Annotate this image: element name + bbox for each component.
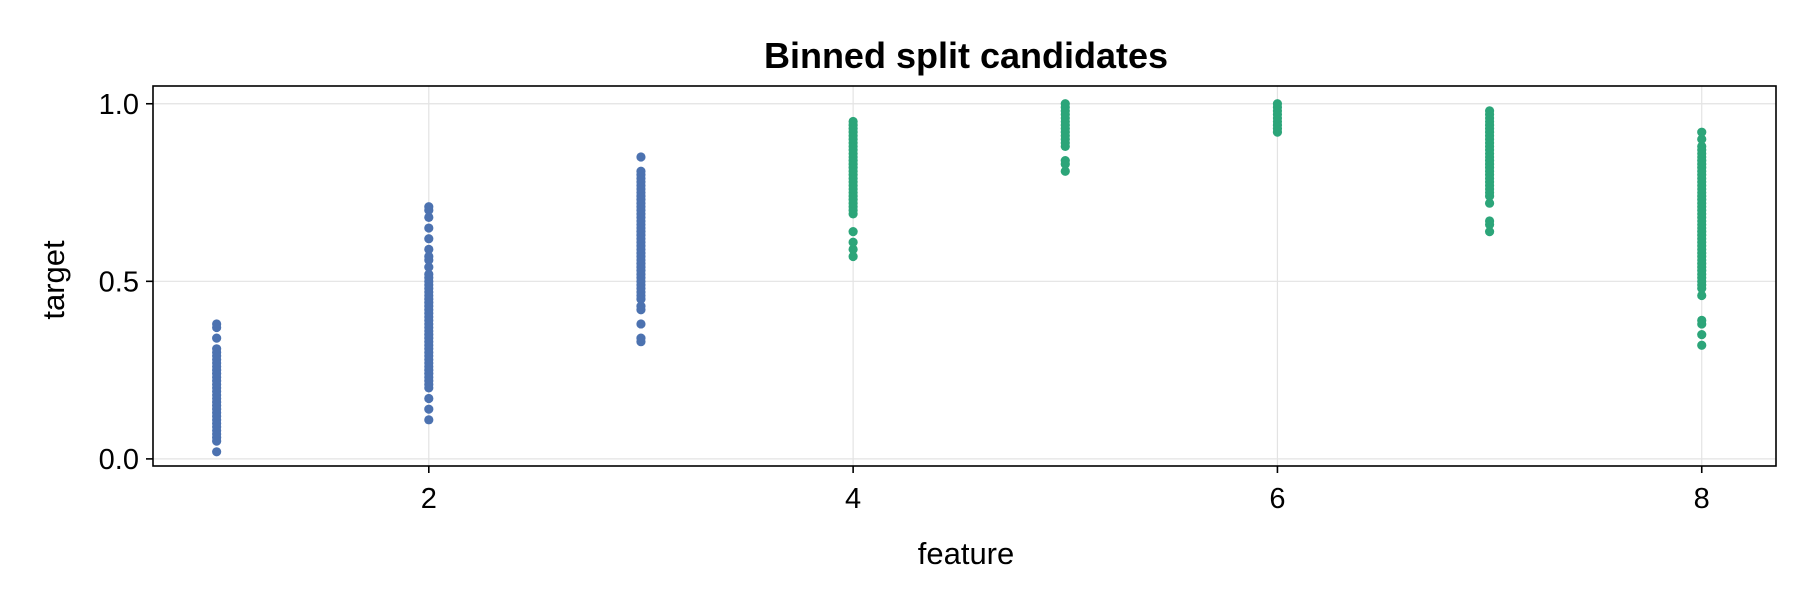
data-point xyxy=(1697,134,1707,144)
data-point xyxy=(1697,141,1707,151)
y-tick-label: 0.5 xyxy=(99,266,139,298)
x-tick-label: 2 xyxy=(421,483,437,515)
data-point xyxy=(1697,290,1707,301)
data-point xyxy=(1484,216,1495,226)
data-point xyxy=(848,251,858,262)
y-axis-ticks: 0.0 0.5 1.0 xyxy=(99,89,153,476)
data-point xyxy=(1697,340,1707,350)
data-point xyxy=(424,244,434,254)
data-point xyxy=(1484,198,1495,208)
y-tick-label: 0.0 xyxy=(99,444,139,476)
data-point xyxy=(1484,106,1495,116)
data-point xyxy=(424,415,434,425)
data-point xyxy=(424,269,434,279)
data-point xyxy=(848,244,858,254)
x-axis-label: feature xyxy=(918,536,1015,571)
grid-lines xyxy=(153,86,1776,466)
data-point xyxy=(636,152,646,162)
data-point xyxy=(424,262,434,272)
data-point xyxy=(848,237,858,247)
data-point xyxy=(1060,99,1070,109)
y-tick-label: 1.0 xyxy=(99,89,139,121)
data-point xyxy=(636,166,646,176)
data-point xyxy=(636,333,646,343)
data-point xyxy=(424,212,434,223)
data-point xyxy=(1060,155,1070,166)
data-point xyxy=(424,251,434,262)
data-point xyxy=(212,447,222,457)
y-axis-label: target xyxy=(36,240,71,320)
data-point xyxy=(1697,315,1707,325)
plot-frame xyxy=(152,85,1777,467)
data-point xyxy=(1060,166,1070,176)
data-points xyxy=(212,99,1707,457)
data-point xyxy=(212,344,222,354)
data-point xyxy=(212,319,222,329)
data-point xyxy=(848,227,858,237)
x-tick-label: 8 xyxy=(1694,483,1710,515)
data-point xyxy=(424,223,434,233)
data-point xyxy=(424,404,434,414)
data-point xyxy=(1272,99,1283,109)
x-tick-label: 4 xyxy=(845,483,861,515)
data-point xyxy=(424,234,434,244)
data-point xyxy=(1697,329,1707,340)
data-point xyxy=(1697,127,1707,137)
data-point xyxy=(212,333,222,343)
data-point xyxy=(1484,227,1495,237)
x-axis-ticks: 2 4 6 8 xyxy=(421,466,1710,515)
data-point xyxy=(424,393,434,404)
data-point xyxy=(636,319,646,329)
data-point xyxy=(636,301,646,311)
chart-title: Binned split candidates xyxy=(764,35,1168,76)
x-tick-label: 6 xyxy=(1269,483,1285,515)
data-point xyxy=(424,202,434,212)
data-point xyxy=(848,116,858,127)
